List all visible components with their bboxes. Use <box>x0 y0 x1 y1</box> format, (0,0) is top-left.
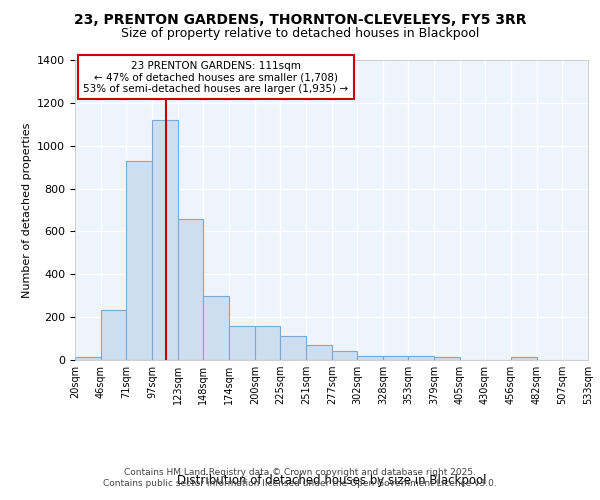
X-axis label: Distribution of detached houses by size in Blackpool: Distribution of detached houses by size … <box>177 474 486 487</box>
Text: Size of property relative to detached houses in Blackpool: Size of property relative to detached ho… <box>121 28 479 40</box>
Bar <box>229 326 255 360</box>
Bar <box>101 310 126 360</box>
Bar <box>383 356 408 360</box>
Text: Contains HM Land Registry data © Crown copyright and database right 2025.
Contai: Contains HM Land Registry data © Crown c… <box>103 468 497 487</box>
Bar <box>408 356 434 360</box>
Bar <box>332 352 357 360</box>
Bar <box>357 356 383 360</box>
Bar <box>152 120 178 360</box>
Bar <box>255 326 280 360</box>
Bar <box>126 160 152 360</box>
Bar <box>280 336 306 360</box>
Text: 23 PRENTON GARDENS: 111sqm
← 47% of detached houses are smaller (1,708)
53% of s: 23 PRENTON GARDENS: 111sqm ← 47% of deta… <box>83 60 349 94</box>
Text: 23, PRENTON GARDENS, THORNTON-CLEVELEYS, FY5 3RR: 23, PRENTON GARDENS, THORNTON-CLEVELEYS,… <box>74 12 526 26</box>
Bar <box>178 218 203 360</box>
Bar <box>203 296 229 360</box>
Bar <box>511 357 537 360</box>
Bar <box>75 357 101 360</box>
Y-axis label: Number of detached properties: Number of detached properties <box>22 122 32 298</box>
Bar <box>434 357 460 360</box>
Bar <box>306 345 332 360</box>
